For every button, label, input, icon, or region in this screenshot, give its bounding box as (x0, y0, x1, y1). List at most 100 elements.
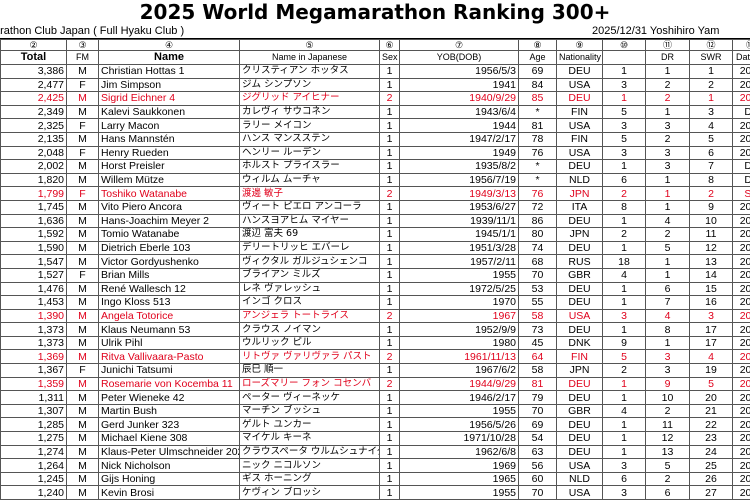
cell-name-japanese: ウルリック ピル (239, 335, 380, 351)
cell-yob: 1943/6/4 (399, 104, 519, 120)
cell-sex: 2 (379, 349, 400, 365)
cell-dr: 3 (645, 349, 690, 365)
cell-name: Ulrik Pihl (98, 335, 240, 351)
table-row: 1,390 M Angela Totorice アンジェラ トートライス 2 1967 58… (0, 308, 750, 324)
cell-swr: 2 (689, 186, 733, 201)
cell-nationality: ITA (556, 199, 603, 215)
cell-date: 2025/ (732, 485, 750, 500)
cell-swr: 1 (689, 64, 733, 79)
table-row: 1,820 M Willem Mütze ウィルム ムーチャ 1 1956/7/19 * NL… (0, 172, 750, 188)
cell-dr: 13 (645, 444, 690, 460)
cell-name-japanese: ハンスヨアヒム マイヤー (239, 213, 380, 229)
table-row: 1,745 M Vito Piero Ancora ヴィート ピエロ アンコーラ 1 19… (0, 199, 750, 215)
cell-age: 70 (518, 485, 557, 500)
cell-name-japanese: クラウスペータ ウルムシュナイダー (239, 444, 380, 460)
col-num: ⑩ (602, 39, 646, 51)
cell-name: Vito Piero Ancora (98, 199, 240, 215)
col-num: ⑥ (379, 39, 400, 51)
cell-sex: 1 (379, 199, 400, 215)
cell-age: 45 (518, 335, 557, 351)
cell-name: Angela Totorice (98, 308, 240, 324)
cell-nationality: FIN (556, 131, 603, 147)
cell-dr: 2 (645, 91, 690, 106)
cell-name-japanese: ニック ニコルソン (239, 458, 380, 473)
cell-total: 1,373 (0, 335, 67, 351)
cell-age: 79 (518, 390, 557, 405)
table-row: 1,275 M Michael Kiene 308 マイケル キーネ 1 1971/10/… (0, 431, 750, 446)
club-subtitle: arathon Club Japan ( Full Hyaku Club ) (0, 25, 185, 37)
cell-col10: 8 (602, 199, 646, 215)
cell-date: 2025/ (732, 227, 750, 242)
cell-yob: 1939/11/1 (399, 213, 519, 229)
cell-name-japanese: 渡邊 敏子 (239, 186, 380, 201)
cell-fm: M (66, 213, 99, 229)
cell-nationality: JPN (556, 363, 603, 378)
cell-dr: 2 (645, 77, 690, 93)
cell-fm: F (66, 186, 99, 201)
cell-col10: 4 (602, 403, 646, 419)
cell-date: 2025/ (732, 322, 750, 337)
table-row: 1,373 M Klaus Neumann 53 クラウス ノイマン 1 1952/9/9… (0, 322, 750, 337)
cell-sex: 1 (379, 77, 400, 93)
cell-dr: 11 (645, 417, 690, 433)
cell-swr: 10 (689, 213, 733, 229)
cell-nationality: GBR (556, 403, 603, 419)
cell-name-japanese: デリートリッヒ エバーレ (239, 240, 380, 256)
cell-name: Toshiko Watanabe (98, 186, 240, 201)
cell-yob: 1967/6/2 (399, 363, 519, 378)
cell-total: 1,636 (0, 213, 67, 229)
cell-age: 64 (518, 349, 557, 365)
cell-date: 2025/ (732, 240, 750, 256)
cell-yob: 1956/7/19 (399, 172, 519, 188)
cell-date: 2025/ (732, 403, 750, 419)
cell-swr: 27 (689, 485, 733, 500)
table-row: 1,476 M René Wallesch 12 レネ ヴァレッシュ 1 1972/5/2… (0, 281, 750, 297)
cell-swr: 12 (689, 240, 733, 256)
cell-col10: 1 (602, 240, 646, 256)
cell-date: 2025/ (732, 471, 750, 487)
cell-swr: 5 (689, 131, 733, 147)
cell-col10: 1 (602, 444, 646, 460)
cell-total: 2,048 (0, 145, 67, 161)
cell-age: 78 (518, 131, 557, 147)
header-name: Name (98, 50, 240, 65)
cell-yob: 1965 (399, 471, 519, 487)
cell-swr: 9 (689, 199, 733, 215)
cell-dr: 3 (645, 118, 690, 133)
cell-col10: 1 (602, 376, 646, 392)
cell-name: Hans Mannstén (98, 131, 240, 147)
cell-col10: 2 (602, 363, 646, 378)
cell-name: Jim Simpson (98, 77, 240, 93)
cell-fm: F (66, 363, 99, 378)
cell-total: 2,135 (0, 131, 67, 147)
cell-sex: 1 (379, 118, 400, 133)
cell-sex: 2 (379, 308, 400, 324)
cell-total: 2,325 (0, 118, 67, 133)
cell-dr: 5 (645, 240, 690, 256)
cell-age: 68 (518, 254, 557, 269)
cell-date: 2024/ (732, 254, 750, 269)
cell-age: 76 (518, 145, 557, 161)
cell-dr: 6 (645, 485, 690, 500)
cell-name-japanese: ハンス マンスステン (239, 131, 380, 147)
cell-total: 2,425 (0, 91, 67, 106)
cell-name-japanese: インゴ クロス (239, 295, 380, 310)
cell-yob: 1972/5/25 (399, 281, 519, 297)
cell-total: 1,245 (0, 471, 67, 487)
header-date: Date of (732, 50, 750, 65)
cell-age: 58 (518, 363, 557, 378)
cell-col10: 1 (602, 64, 646, 79)
col-num: ⑪ (645, 39, 690, 51)
cell-col10: 2 (602, 227, 646, 242)
cell-dr: 12 (645, 431, 690, 446)
cell-swr: 1 (689, 91, 733, 106)
cell-sex: 1 (379, 281, 400, 297)
cell-age: 86 (518, 213, 557, 229)
cell-swr: 3 (689, 104, 733, 120)
cell-total: 1,476 (0, 281, 67, 297)
cell-age: 54 (518, 431, 557, 446)
cell-date: Died (732, 172, 750, 188)
cell-fm: M (66, 417, 99, 433)
